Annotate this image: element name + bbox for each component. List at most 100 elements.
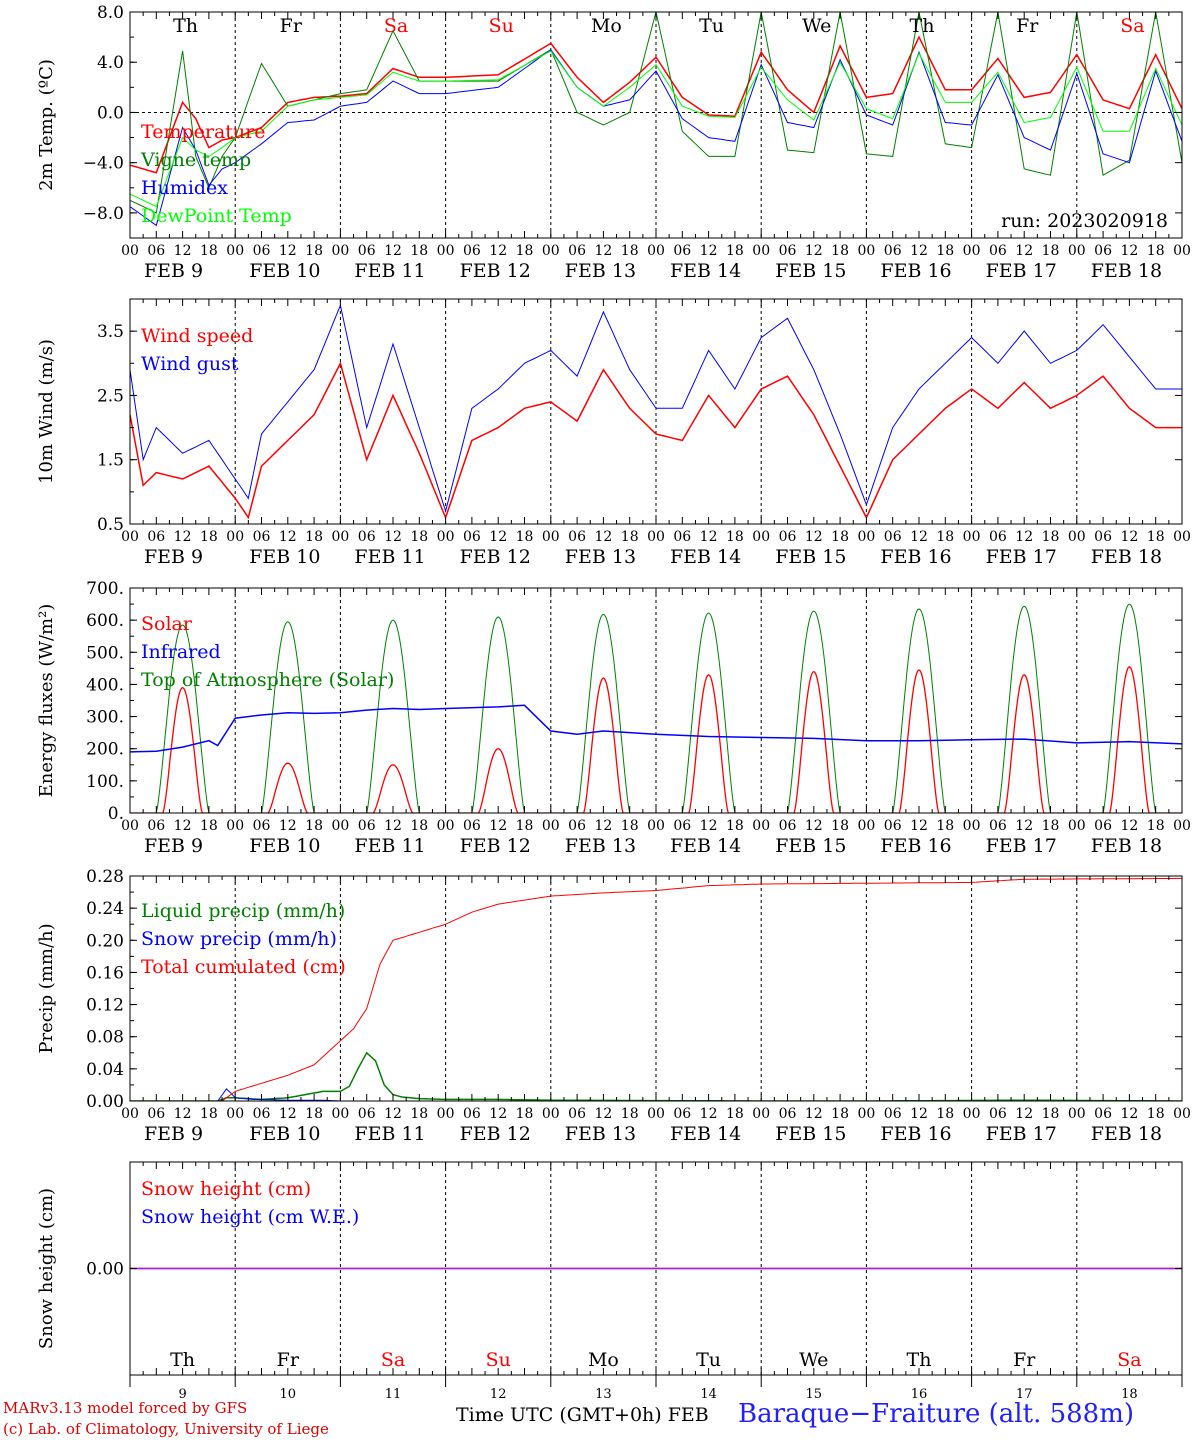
x-date-label: FEB 14 xyxy=(670,1123,741,1145)
x-hour-label: 12 xyxy=(700,529,718,545)
x-hour-label: 12 xyxy=(279,529,297,545)
panel-snow: 0.00 Snow height (cm) Snow height (cm) Snow… xyxy=(36,1161,1183,1376)
x-date-label: FEB 10 xyxy=(249,835,320,857)
series-group xyxy=(130,603,1182,813)
model-credit-line: MARv3.13 model forced by GFS xyxy=(3,1399,248,1417)
x-hour-label: 06 xyxy=(884,529,902,545)
x-hour-label: 12 xyxy=(1015,818,1033,834)
day-number-label: 11 xyxy=(385,1387,402,1402)
y-axis-title: 2m Temp. (ºC) xyxy=(36,59,57,191)
x-hour-label: 18 xyxy=(726,1106,744,1122)
x-hour-label: 00 xyxy=(121,529,139,545)
x-date-label: FEB 15 xyxy=(775,835,846,857)
series-toa-solar-line xyxy=(130,603,1182,813)
day-name-top: Mo xyxy=(591,15,622,37)
x-date-label: FEB 9 xyxy=(144,835,203,857)
x-hour-label: 06 xyxy=(358,818,376,834)
x-hour-label: 12 xyxy=(910,529,928,545)
x-hour-label: 18 xyxy=(831,1106,849,1122)
x-hour-label: 18 xyxy=(305,1106,323,1122)
x-hour-label: 00 xyxy=(1068,243,1086,259)
y-tick-label: 8.0 xyxy=(97,3,124,23)
x-hour-label: 00 xyxy=(647,818,665,834)
x-hour-label: 18 xyxy=(1042,243,1060,259)
x-date-label: FEB 10 xyxy=(249,1123,320,1145)
run-label: run: 2023020918 xyxy=(1001,210,1168,232)
x-hour-label: 18 xyxy=(200,529,218,545)
x-date-label: FEB 11 xyxy=(354,1123,425,1145)
x-date-label: FEB 15 xyxy=(775,260,846,282)
x-hour-label: 18 xyxy=(936,529,954,545)
x-hour-label: 12 xyxy=(594,529,612,545)
x-date-label: FEB 10 xyxy=(249,546,320,568)
y-tick-label: 500. xyxy=(86,643,124,663)
legend-humidex: Humidex xyxy=(141,177,228,199)
day-name-bottom: Su xyxy=(486,1349,511,1371)
x-hour-label: 00 xyxy=(331,1106,349,1122)
panel-energy: 700. 600. 500. 400. 300. 200. 100. 0. Energy flu… xyxy=(36,579,1191,857)
y-tick-label: 0.00 xyxy=(86,1260,124,1280)
x-hour-label: 12 xyxy=(384,1106,402,1122)
x-hour-label: 06 xyxy=(358,529,376,545)
x-hour-label: 18 xyxy=(726,243,744,259)
x-hour-label: 00 xyxy=(1068,1106,1086,1122)
y-tick-label: 0.20 xyxy=(86,931,124,951)
x-hour-label: 00 xyxy=(542,1106,560,1122)
x-hour-label: 12 xyxy=(700,243,718,259)
x-hour-label: 18 xyxy=(516,243,534,259)
x-hour-label: 00 xyxy=(121,818,139,834)
x-hour-label: 12 xyxy=(1015,243,1033,259)
x-hour-label: 12 xyxy=(174,1106,192,1122)
x-hour-label: 18 xyxy=(410,1106,428,1122)
y-axis-title: Energy fluxes (W/m²) xyxy=(36,604,57,798)
series-humidex-line xyxy=(130,49,1182,227)
day-name-bottom: Sa xyxy=(381,1349,405,1371)
x-hour-label: 06 xyxy=(463,529,481,545)
legend-infrared: Infrared xyxy=(141,641,221,663)
x-hour-label: 12 xyxy=(594,1106,612,1122)
x-hour-label: 12 xyxy=(279,243,297,259)
x-hour-label: 18 xyxy=(305,818,323,834)
day-number-label: 14 xyxy=(700,1387,717,1402)
day-name-top: Th xyxy=(173,15,198,37)
x-hour-label: 06 xyxy=(147,243,165,259)
series-solar-line xyxy=(130,666,1182,813)
day-name-bottom: Fr xyxy=(1013,1349,1036,1371)
x-hour-label: 18 xyxy=(410,818,428,834)
x-date-label: FEB 12 xyxy=(460,260,531,282)
x-date-label: FEB 14 xyxy=(670,260,741,282)
series-temperature-line xyxy=(130,35,1182,174)
x-hour-label: 00 xyxy=(963,818,981,834)
x-hour-label: 00 xyxy=(963,243,981,259)
x-hour-label: 00 xyxy=(121,243,139,259)
x-hour-label: 18 xyxy=(200,1106,218,1122)
x-hour-label: 00 xyxy=(226,1106,244,1122)
x-date-label: FEB 17 xyxy=(986,835,1057,857)
x-hour-label: 18 xyxy=(516,818,534,834)
x-hour-label: 12 xyxy=(384,529,402,545)
legend-vigne-temp: Vigne temp xyxy=(140,149,251,171)
x-hour-label: 06 xyxy=(1094,529,1112,545)
x-hour-label: 00 xyxy=(752,243,770,259)
legend-snow-height-cm-: Snow height (cm) xyxy=(141,1178,311,1200)
day-name-top: Fr xyxy=(1016,15,1039,37)
x-hour-label: 18 xyxy=(621,243,639,259)
x-hour-label: 00 xyxy=(857,818,875,834)
x-hour-label: 18 xyxy=(621,1106,639,1122)
x-date-label: FEB 10 xyxy=(249,260,320,282)
day-name-top: We xyxy=(802,15,831,37)
y-tick-label: 0.16 xyxy=(86,963,124,983)
x-hour-label: 18 xyxy=(1147,529,1165,545)
x-hour-label: 00 xyxy=(647,1106,665,1122)
x-hour-label: 12 xyxy=(489,243,507,259)
y-tick-label: 4.0 xyxy=(97,53,124,73)
x-hour-label: 12 xyxy=(174,529,192,545)
x-hour-label: 18 xyxy=(1042,529,1060,545)
y-tick-label: 0.24 xyxy=(86,899,124,919)
x-hour-label: 18 xyxy=(621,818,639,834)
x-hour-label: 12 xyxy=(1120,1106,1138,1122)
x-hour-label: 18 xyxy=(305,529,323,545)
x-date-label: FEB 11 xyxy=(354,260,425,282)
x-hour-label: 18 xyxy=(831,818,849,834)
x-hour-label: 12 xyxy=(489,529,507,545)
